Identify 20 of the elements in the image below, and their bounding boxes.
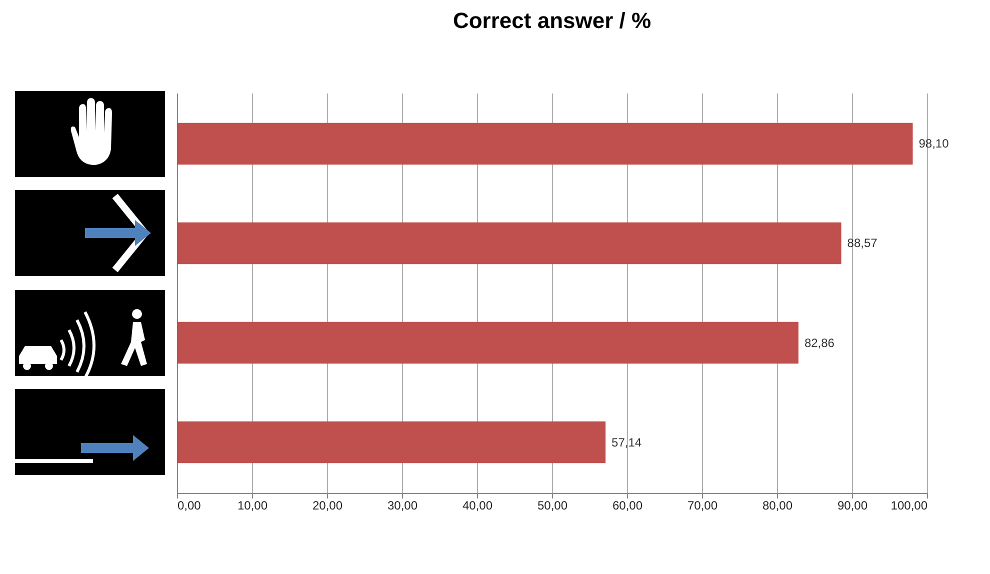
x-tick-label: 10,00 — [237, 498, 268, 512]
chart-title: Correct answer / % — [452, 8, 652, 33]
x-tick-label: 90,00 — [837, 498, 868, 512]
bar — [177, 322, 798, 364]
bar — [177, 122, 913, 165]
x-tick-label: 100,00 — [890, 498, 928, 512]
x-tick-label: 80,00 — [762, 498, 793, 512]
x-tick-label: 70,00 — [687, 498, 718, 512]
data-label: 82,86 — [804, 336, 835, 350]
data-label: 57,14 — [612, 435, 642, 450]
x-tick-label: 60,00 — [612, 498, 643, 512]
x-tick-label: 50,00 — [537, 498, 568, 512]
x-tick-label: 40,00 — [462, 498, 493, 512]
x-tick-label: 20,00 — [312, 498, 343, 512]
x-tick-label: 0,00 — [178, 498, 202, 512]
x-tick-label: 30,00 — [387, 498, 418, 512]
bar — [177, 421, 606, 464]
data-label: 88,57 — [847, 236, 878, 250]
bar — [177, 222, 842, 264]
data-label: 98,10 — [918, 136, 950, 151]
